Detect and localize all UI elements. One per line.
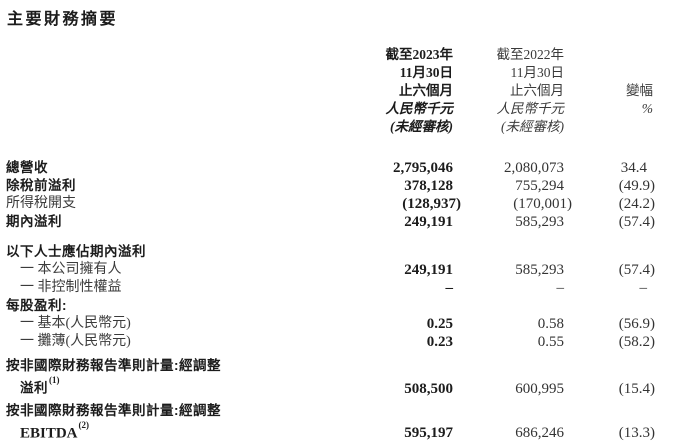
table-row-owners-of-company: 一 本公司擁有人 249,191 585,293 (57.4) [6, 261, 655, 279]
header-2023-currency: 人民幣千元 [346, 100, 453, 118]
value-2022: 686,246 [461, 424, 572, 442]
value-2023: 595,197 [346, 424, 461, 442]
table-row-non-controlling-interests: 一 非控制性權益 – – – [6, 279, 655, 297]
value-2023: – [346, 279, 461, 297]
row-label-line1: 按非國際財務報告準則計量:經調整 [6, 357, 346, 375]
header-change-unit: % [572, 100, 653, 118]
value-change: (57.4) [572, 213, 655, 231]
row-label: 所得稅開支 [6, 195, 346, 213]
header-2023-unaudited: (未經審核) [346, 118, 453, 136]
header-2023-line2: 11月30日 [346, 64, 453, 82]
column-header-change: 變幅 % [572, 46, 655, 136]
value-2023: (128,937) [346, 195, 461, 213]
table-row-income-tax-expense: 所得稅開支 (128,937) (170,001) (24.2) [6, 195, 655, 213]
row-label: 一 本公司擁有人 [6, 261, 346, 279]
header-change-label: 變幅 [572, 82, 653, 100]
row-label: 一 攤薄(人民幣元) [6, 333, 346, 351]
value-change: 34.4 [572, 159, 655, 177]
value-2022: 0.58 [461, 315, 572, 333]
value-2023: 249,191 [346, 213, 461, 231]
value-change: – [572, 279, 655, 297]
row-label: 每股盈利: [6, 297, 346, 315]
header-2023-line3: 止六個月 [346, 82, 453, 100]
value-change: (56.9) [572, 315, 655, 333]
header-2022-currency: 人民幣千元 [461, 100, 564, 118]
value-change [572, 297, 655, 315]
value-2023 [346, 243, 461, 261]
row-label: 除稅前溢利 [6, 177, 346, 195]
row-label-line2-text: 溢利 [20, 381, 48, 396]
row-label: 按非國際財務報告準則計量:經調整 EBITDA(2) [6, 402, 346, 442]
value-2022: (170,001) [461, 195, 572, 213]
table-row-eps-diluted: 一 攤薄(人民幣元) 0.23 0.55 (58.2) [6, 333, 655, 351]
row-label: 期內溢利 [6, 213, 346, 231]
value-2022 [461, 297, 572, 315]
value-change: (15.4) [572, 380, 655, 398]
row-label: 以下人士應佔期內溢利 [6, 243, 346, 261]
header-2022-line2: 11月30日 [461, 64, 564, 82]
row-label-line2: EBITDA(2) [6, 420, 346, 442]
table-header-row: 截至2023年 11月30日 止六個月 人民幣千元 (未經審核) 截至2022年… [6, 46, 655, 136]
value-change [572, 243, 655, 261]
row-label-line1: 按非國際財務報告準則計量:經調整 [6, 402, 346, 420]
table-row-profit-before-tax: 除稅前溢利 378,128 755,294 (49.9) [6, 177, 655, 195]
value-2023: 378,128 [346, 177, 461, 195]
value-2023: 2,795,046 [346, 159, 461, 177]
table-row-profit-for-period: 期內溢利 249,191 585,293 (57.4) [6, 213, 655, 231]
value-2022: 600,995 [461, 380, 572, 398]
footnote-ref-2: (2) [79, 420, 90, 430]
financial-summary-table: 截至2023年 11月30日 止六個月 人民幣千元 (未經審核) 截至2022年… [6, 46, 655, 442]
row-label: 總營收 [6, 159, 346, 177]
value-change: (13.3) [572, 424, 655, 442]
value-2022: 585,293 [461, 213, 572, 231]
row-label: 一 基本(人民幣元) [6, 315, 346, 333]
header-2023-line1: 截至2023年 [346, 46, 453, 64]
row-label: 按非國際財務報告準則計量:經調整 溢利(1) [6, 357, 346, 398]
value-change: (58.2) [572, 333, 655, 351]
table-body: 總營收 2,795,046 2,080,073 34.4 除稅前溢利 378,1… [6, 159, 655, 442]
page-title: 主要財務摘要 [7, 5, 118, 29]
header-2022-line3: 止六個月 [461, 82, 564, 100]
value-2022: 0.55 [461, 333, 572, 351]
value-2022 [461, 243, 572, 261]
table-row-eps-basic: 一 基本(人民幣元) 0.25 0.58 (56.9) [6, 315, 655, 333]
value-change: (57.4) [572, 261, 655, 279]
header-2022-line1: 截至2022年 [461, 46, 564, 64]
value-2022: 2,080,073 [461, 159, 572, 177]
column-header-2023: 截至2023年 11月30日 止六個月 人民幣千元 (未經審核) [346, 46, 461, 136]
value-2023: 508,500 [346, 380, 461, 398]
value-2023: 0.23 [346, 333, 461, 351]
row-label-line2: 溢利(1) [6, 375, 346, 398]
table-row-adjusted-profit: 按非國際財務報告準則計量:經調整 溢利(1) 508,500 600,995 (… [6, 357, 655, 398]
value-2023 [346, 297, 461, 315]
value-2022: – [461, 279, 572, 297]
column-header-2022: 截至2022年 11月30日 止六個月 人民幣千元 (未經審核) [461, 46, 572, 136]
table-row-total-revenue: 總營收 2,795,046 2,080,073 34.4 [6, 159, 655, 177]
value-change: (49.9) [572, 177, 655, 195]
row-label-line2-text: EBITDA [20, 425, 78, 441]
footnote-ref-1: (1) [49, 375, 60, 385]
value-2022: 755,294 [461, 177, 572, 195]
table-row-eps-header: 每股盈利: [6, 297, 655, 315]
header-spacer [6, 46, 346, 136]
value-2023: 249,191 [346, 261, 461, 279]
value-2023: 0.25 [346, 315, 461, 333]
header-2022-unaudited: (未經審核) [461, 118, 564, 136]
table-row-attributable-header: 以下人士應佔期內溢利 [6, 243, 655, 261]
value-change: (24.2) [572, 195, 655, 213]
row-label: 一 非控制性權益 [6, 279, 346, 297]
value-2022: 585,293 [461, 261, 572, 279]
table-row-adjusted-ebitda: 按非國際財務報告準則計量:經調整 EBITDA(2) 595,197 686,2… [6, 402, 655, 442]
